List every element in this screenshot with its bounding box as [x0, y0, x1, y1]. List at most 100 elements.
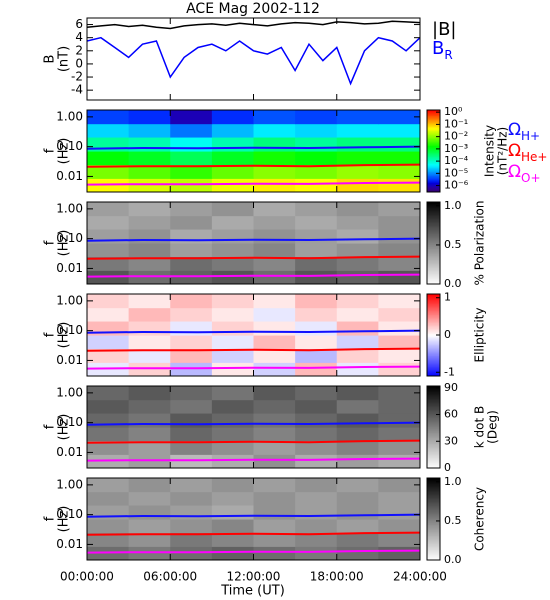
colorbar-swatch	[427, 546, 440, 549]
colorbar-tick-label: 1.0	[444, 199, 462, 212]
colorbar-swatch	[427, 531, 440, 534]
heatmap-cell	[170, 519, 213, 534]
colorbar-swatch	[427, 273, 440, 275]
colorbar-swatch	[427, 371, 440, 374]
colorbar-swatch	[427, 208, 440, 211]
heatmap-cell	[128, 321, 171, 336]
colorbar-swatch	[427, 317, 440, 320]
heatmap-cell	[170, 348, 213, 363]
colorbar-swatch	[427, 503, 440, 506]
heatmap-cell	[253, 137, 296, 152]
heatmap-cell	[87, 440, 130, 455]
colorbar-swatch	[427, 217, 440, 219]
colorbar-swatch	[427, 433, 440, 436]
heatmap-cell	[87, 348, 130, 363]
colorbar-swatch	[427, 145, 440, 148]
colorbar-swatch	[427, 236, 440, 239]
heatmap-cell	[336, 321, 379, 336]
colorbar-swatch	[427, 328, 440, 331]
heatmap-cell	[295, 440, 338, 455]
heatmap-cell	[211, 519, 254, 534]
colorbar-swatch	[427, 450, 440, 453]
colorbar-swatch	[427, 300, 440, 303]
heatmap-cell	[378, 178, 421, 193]
heatmap-cell	[378, 546, 421, 561]
heatmap-cell	[253, 491, 296, 506]
colorbar-swatch	[427, 363, 440, 366]
heatmap-cell	[211, 413, 254, 428]
colorbar-swatch	[427, 517, 440, 520]
colorbar-swatch	[427, 114, 440, 116]
colorbar-swatch	[427, 122, 440, 125]
plot-frame	[86, 17, 421, 101]
heatmap-cell	[211, 256, 254, 271]
heatmap-cell	[211, 491, 254, 506]
colorbar-swatch	[427, 298, 440, 300]
colorbar-swatch	[427, 279, 440, 282]
heatmap-cell	[336, 294, 379, 309]
colorbar-swatch	[427, 156, 440, 159]
heatmap-cell	[128, 386, 171, 401]
series-line	[86, 457, 421, 462]
colorbar-label: k dot B	[473, 406, 487, 448]
colorbar-swatch	[427, 513, 440, 516]
colorbar-swatch	[427, 360, 440, 363]
colorbar-swatch	[427, 435, 440, 438]
colorbar-swatch	[427, 274, 440, 277]
colorbar-swatch	[427, 309, 440, 311]
heatmap-cell	[211, 454, 254, 469]
y-tick-label: 0	[75, 56, 83, 70]
heatmap-cell	[295, 164, 338, 179]
colorbar-swatch	[427, 444, 440, 447]
colorbar-tick-label: 90	[444, 381, 458, 394]
heatmap-cell	[253, 386, 296, 401]
colorbar-swatch	[427, 247, 440, 249]
colorbar-swatch	[427, 319, 440, 322]
colorbar-swatch	[427, 221, 440, 223]
heatmap-cell	[378, 427, 421, 442]
colorbar-swatch	[427, 218, 440, 221]
colorbar-swatch	[427, 120, 440, 123]
panel: 0.0 0.5 1.0 Coherency 0.01 0.10 1.00 f (Hz) 00:00…	[43, 475, 487, 584]
colorbar-tick-label: 30	[444, 434, 458, 447]
heatmap-cell	[253, 399, 296, 414]
colorbar-swatch	[427, 159, 440, 162]
heatmap-cell	[170, 307, 213, 322]
colorbar-swatch	[427, 225, 440, 228]
colorbar-swatch	[427, 172, 440, 175]
colorbar-tick-label: 60	[444, 408, 458, 421]
colorbar-label: (nT²/Hz)	[496, 127, 510, 175]
colorbar-swatch	[427, 311, 440, 314]
colorbar-swatch	[427, 275, 440, 278]
colorbar-swatch	[427, 259, 440, 262]
colorbar-swatch	[427, 362, 440, 365]
colorbar-swatch	[427, 557, 440, 560]
heatmap-cell	[211, 386, 254, 401]
colorbar-tick-label: -1	[444, 365, 455, 378]
colorbar-swatch	[427, 343, 440, 346]
colorbar-swatch	[427, 452, 440, 455]
heatmap-cell	[128, 440, 171, 455]
colorbar-swatch	[427, 425, 440, 428]
colorbar-swatch	[427, 344, 440, 347]
series-line	[86, 549, 421, 554]
y-tick-label: 0.01	[56, 537, 83, 551]
colorbar-swatch	[427, 115, 440, 118]
colorbar-swatch	[427, 170, 440, 172]
colorbar-swatch	[427, 175, 440, 178]
colorbar-swatch	[427, 501, 440, 504]
colorbar-swatch	[427, 142, 440, 145]
heatmap-cell	[295, 137, 338, 152]
colorbar-swatch	[427, 355, 440, 358]
colorbar-swatch	[427, 148, 440, 151]
heatmap-cell	[378, 440, 421, 455]
heatmap-cell	[253, 215, 296, 230]
colorbar-tick-label: 1	[444, 291, 451, 304]
heatmap-cell	[87, 532, 130, 547]
colorbar-swatch	[427, 155, 440, 157]
heatmap-cell	[295, 519, 338, 534]
colorbar-swatch	[427, 295, 440, 298]
heatmap-cell	[170, 362, 213, 377]
colorbar-swatch	[427, 258, 440, 260]
colorbar-swatch	[427, 448, 440, 451]
